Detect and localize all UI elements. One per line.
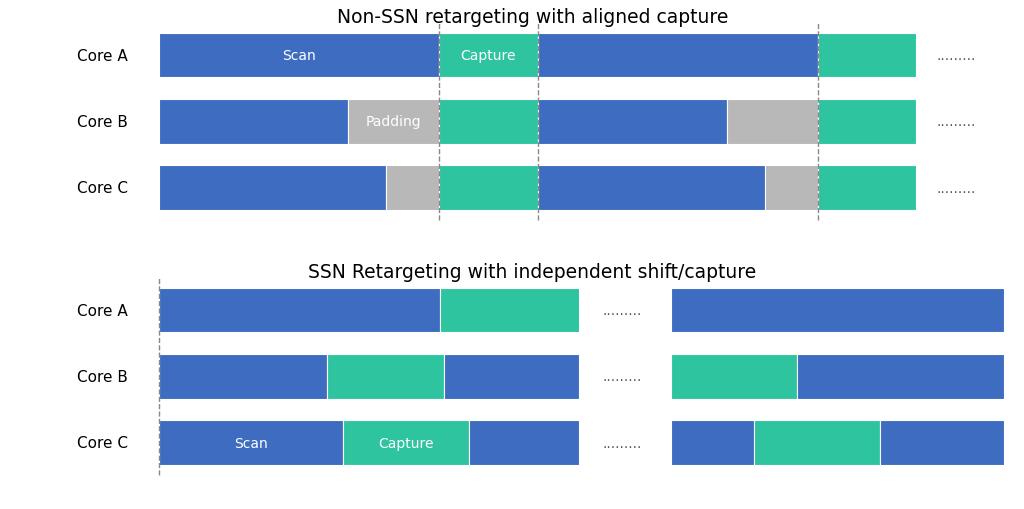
Bar xyxy=(765,166,818,211)
Bar xyxy=(343,420,469,465)
Text: .........: ......... xyxy=(603,370,642,384)
Bar xyxy=(440,288,579,333)
Bar xyxy=(439,166,538,211)
Text: .........: ......... xyxy=(937,181,976,195)
Bar xyxy=(159,420,343,465)
Bar xyxy=(754,420,881,465)
Text: Scan: Scan xyxy=(234,436,268,450)
Bar xyxy=(159,354,327,399)
Text: .........: ......... xyxy=(603,436,642,450)
Bar xyxy=(386,166,439,211)
Bar xyxy=(538,34,818,78)
Bar xyxy=(797,354,1004,399)
Bar xyxy=(327,354,444,399)
Text: Core B: Core B xyxy=(77,369,128,384)
Bar xyxy=(818,34,916,78)
Bar xyxy=(439,100,538,145)
Text: Core C: Core C xyxy=(77,435,128,450)
Bar xyxy=(881,420,1004,465)
Bar xyxy=(159,100,348,145)
Text: .........: ......... xyxy=(937,49,976,63)
Bar xyxy=(727,100,818,145)
Bar xyxy=(671,354,797,399)
Bar xyxy=(818,100,916,145)
Bar xyxy=(538,166,765,211)
Bar xyxy=(469,420,579,465)
Text: SSN Retargeting with independent shift/capture: SSN Retargeting with independent shift/c… xyxy=(308,262,757,281)
Text: Non-SSN retargeting with aligned capture: Non-SSN retargeting with aligned capture xyxy=(337,8,728,26)
Text: Core A: Core A xyxy=(77,303,128,318)
Text: Padding: Padding xyxy=(366,115,422,129)
Bar xyxy=(818,166,916,211)
Text: Core A: Core A xyxy=(77,48,128,64)
Bar xyxy=(159,34,439,78)
Text: .........: ......... xyxy=(937,115,976,129)
Bar xyxy=(444,354,579,399)
Text: Capture: Capture xyxy=(461,49,516,63)
Bar xyxy=(538,100,727,145)
Text: Capture: Capture xyxy=(379,436,434,450)
Bar xyxy=(159,288,440,333)
Text: Scan: Scan xyxy=(282,49,315,63)
Bar xyxy=(439,34,538,78)
Text: Core B: Core B xyxy=(77,115,128,130)
Text: Core C: Core C xyxy=(77,181,128,196)
Bar xyxy=(348,100,439,145)
Bar xyxy=(671,420,754,465)
Bar xyxy=(671,288,1004,333)
Bar xyxy=(159,166,386,211)
Text: .........: ......... xyxy=(603,303,642,318)
